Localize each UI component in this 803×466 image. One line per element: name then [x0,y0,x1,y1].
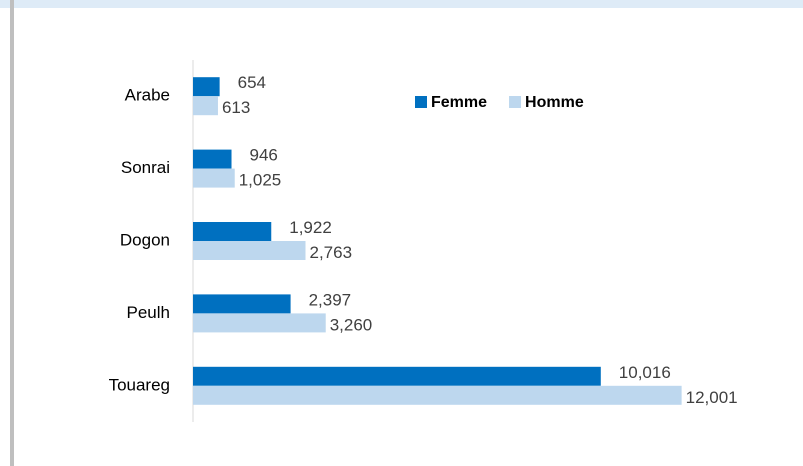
value-label: 613 [222,98,250,117]
bar [193,149,232,169]
value-label: 946 [250,146,278,165]
legend-label: Homme [525,94,584,111]
bar [193,77,220,97]
y-tick-label: Dogon [120,230,170,249]
legend-swatch [509,96,522,108]
y-tick-label: Peulh [127,303,170,322]
value-label: 1,922 [289,218,332,237]
value-label: 1,025 [239,171,282,190]
top-band [0,0,803,8]
y-tick-label: Sonrai [121,158,170,177]
value-label: 10,016 [619,363,671,382]
y-tick-label: Arabe [125,86,170,105]
bar [193,241,306,260]
bar [193,168,235,188]
bar [193,366,601,386]
left-border [10,0,14,466]
value-label: 12,001 [686,388,738,407]
value-label: 2,397 [309,290,352,309]
bar [193,294,291,314]
legend-label: Femme [431,94,487,111]
bar [193,222,272,241]
bar [193,96,218,116]
value-label: 3,260 [330,315,373,334]
bar [193,313,326,333]
value-label: 654 [238,73,266,92]
y-tick-label: Touareg [109,375,170,394]
bar [193,385,682,405]
value-label: 2,763 [309,243,352,262]
legend-swatch [415,96,427,108]
